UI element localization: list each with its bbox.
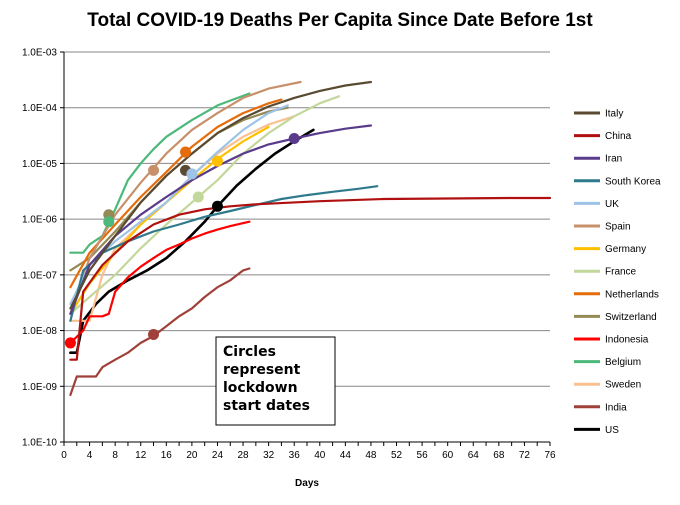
lockdown-marker-germany [211,155,223,167]
series-line-south-korea [69,185,379,322]
legend-label-india: India [605,402,627,413]
series-line-spain [69,80,302,315]
legend-label-us: US [605,425,619,436]
lockdown-marker-us [211,200,223,212]
legend-label-china: China [605,131,632,142]
x-tick-label: 12 [135,450,147,461]
legend-label-germany: Germany [605,244,646,255]
annotation-line-3: lockdown [223,380,298,396]
x-tick-label: 72 [519,450,531,461]
y-tick-label: 1.0E-04 [22,103,57,114]
x-tick-label: 20 [186,450,198,461]
legend-label-south-korea: South Korea [605,176,661,187]
axis-layer: 1.0E-10 1.0E-09 1.0E-08 1.0E-07 1.0E-06 1.0E-… [22,48,556,462]
series-layer [69,80,552,396]
x-tick-label: 0 [61,450,67,461]
x-tick-label: 44 [340,450,352,461]
lockdown-marker-netherlands [180,146,191,158]
x-tick-label: 48 [365,450,377,461]
x-tick-label: 16 [161,450,173,461]
annotation-line-2: represent [223,362,301,378]
x-tick-label: 36 [289,450,301,461]
y-tick-label: 1.0E-05 [22,159,57,170]
annotation-line-4: start dates [223,398,310,414]
series-line-netherlands [69,98,283,289]
series-line-indonesia [69,220,251,344]
y-tick-label: 1.0E-10 [22,438,57,449]
x-tick-label: 56 [417,450,429,461]
x-tick-label: 4 [87,450,93,461]
y-tick-label: 1.0E-09 [22,382,57,393]
lockdown-markers [64,133,300,349]
annotation-line-1: Circles [223,344,276,360]
x-axis-title: Days [295,478,319,489]
y-tick-label: 1.0E-08 [22,326,57,337]
series-line-italy [69,80,372,310]
legend-label-switzerland: Switzerland [605,312,657,323]
x-tick-label: 24 [212,450,224,461]
x-tick-label: 52 [391,450,403,461]
legend-label-sweden: Sweden [605,380,641,391]
series-line-france [69,95,341,315]
series-line-belgium [69,92,251,254]
x-tick-label: 28 [237,450,249,461]
lockdown-marker-spain [148,164,160,176]
y-tick-label: 1.0E-07 [22,270,57,281]
y-tick-label: 1.0E-06 [22,215,57,226]
legend-label-belgium: Belgium [605,357,641,368]
series-line-china [69,196,552,361]
legend-label-italy: Italy [605,109,623,120]
legend-label-uk: UK [605,199,619,210]
x-tick-label: 64 [468,450,480,461]
legend: Italy China Iran South Korea UK Spain Germany F… [574,109,661,436]
x-tick-label: 68 [493,450,505,461]
legend-label-iran: Iran [605,154,622,165]
annotation-box: Circles represent lockdown start dates [215,336,336,426]
series-line-us [69,128,315,354]
lockdown-marker-uk [186,168,198,180]
lockdown-marker-iran [288,133,300,145]
legend-label-netherlands: Netherlands [605,289,659,300]
y-tick-label: 1.0E-03 [22,48,57,59]
x-tick-label: 32 [263,450,275,461]
lockdown-marker-belgium [103,216,115,228]
x-tick-label: 8 [112,450,118,461]
legend-label-france: France [605,267,637,278]
x-tick-label: 76 [544,450,556,461]
chart-title: Total COVID-19 Deaths Per Capita Since D… [87,10,593,31]
lockdown-marker-india [148,329,160,341]
legend-label-indonesia: Indonesia [605,335,649,346]
x-tick-label: 40 [314,450,326,461]
lockdown-marker-france [192,191,204,203]
lockdown-marker-indonesia [64,337,76,349]
x-tick-label: 60 [442,450,454,461]
legend-label-spain: Spain [605,222,631,233]
